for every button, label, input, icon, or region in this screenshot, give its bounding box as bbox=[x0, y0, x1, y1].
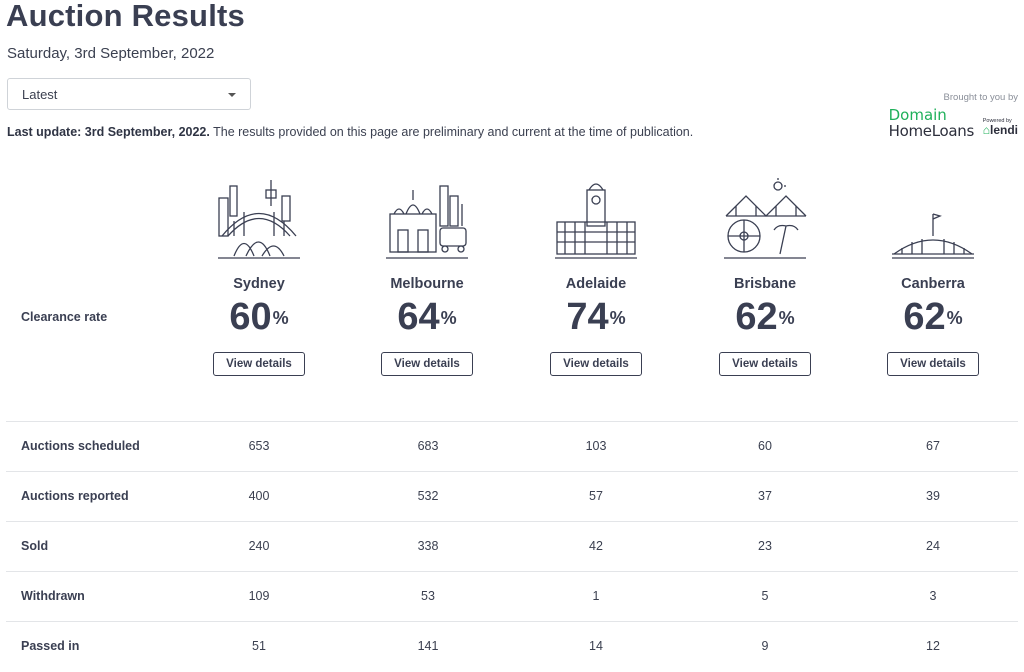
table-row: Auctions reported 400 532 57 37 39 bbox=[6, 471, 1018, 522]
sponsor-block: Brought to you by Domain HomeLoans Power… bbox=[878, 92, 1018, 139]
table-cell: 42 bbox=[589, 539, 603, 553]
table-cell: 53 bbox=[421, 589, 435, 603]
table-cell: 5 bbox=[761, 589, 769, 603]
row-label: Passed in bbox=[21, 639, 80, 653]
logo-homeloans-text: HomeLoans bbox=[888, 122, 975, 140]
lendi-name-text: lendi bbox=[989, 123, 1018, 137]
brought-to-you-by: Brought to you by bbox=[943, 92, 1018, 103]
domain-home-loans-logo[interactable]: Domain HomeLoans bbox=[888, 106, 975, 140]
dropdown-selected-value: Latest bbox=[22, 87, 58, 102]
table-cell: 653 bbox=[248, 439, 270, 453]
view-details-button[interactable]: View details bbox=[550, 352, 642, 376]
clearance-rate-value: 62% bbox=[903, 296, 963, 338]
view-details-button[interactable]: View details bbox=[887, 352, 979, 376]
clearance-rate-value: 60% bbox=[229, 296, 289, 338]
table-cell: 532 bbox=[417, 489, 439, 503]
table-cell: 14 bbox=[589, 639, 603, 653]
table-cell: 109 bbox=[248, 589, 270, 603]
last-update-date: Last update: 3rd September, 2022. bbox=[7, 125, 210, 139]
city-column-melbourne: Melbourne 64% View details bbox=[352, 176, 502, 376]
row-label: Auctions reported bbox=[21, 489, 129, 503]
results-date: Saturday, 3rd September, 2022 bbox=[7, 45, 215, 62]
view-details-button[interactable]: View details bbox=[719, 352, 811, 376]
city-column-adelaide: Adelaide 74% View details bbox=[521, 176, 671, 376]
view-details-button[interactable]: View details bbox=[381, 352, 473, 376]
table-row: Passed in 51 141 14 9 12 bbox=[6, 621, 1018, 672]
lendi-house-icon: ⌂ bbox=[982, 123, 990, 137]
table-cell: 400 bbox=[248, 489, 270, 503]
city-name: Brisbane bbox=[733, 276, 797, 292]
results-period-dropdown[interactable]: Latest bbox=[7, 78, 251, 110]
table-cell: 12 bbox=[926, 639, 940, 653]
table-cell: 60 bbox=[758, 439, 772, 453]
lendi-logo[interactable]: Powered by ⌂lendi bbox=[983, 118, 1018, 136]
chevron-down-icon bbox=[228, 93, 236, 97]
row-label: Withdrawn bbox=[21, 589, 85, 603]
table-cell: 37 bbox=[758, 489, 772, 503]
logo-domain-text: Domain bbox=[888, 106, 947, 124]
adelaide-skyline-icon bbox=[555, 183, 637, 259]
city-name: Melbourne bbox=[390, 276, 464, 292]
city-name: Sydney bbox=[233, 276, 285, 292]
table-cell: 3 bbox=[929, 589, 937, 603]
view-details-button[interactable]: View details bbox=[213, 352, 305, 376]
table-cell: 67 bbox=[926, 439, 940, 453]
table-cell: 9 bbox=[761, 639, 769, 653]
table-row: Auctions scheduled 653 683 103 60 67 bbox=[6, 421, 1018, 472]
table-cell: 39 bbox=[926, 489, 940, 503]
powered-by-text: Powered by bbox=[982, 118, 1012, 124]
table-cell: 338 bbox=[417, 539, 439, 553]
last-update-notice: Last update: 3rd September, 2022. The re… bbox=[7, 125, 693, 139]
clearance-rate-value: 62% bbox=[735, 296, 795, 338]
city-column-canberra: Canberra 62% View details bbox=[858, 176, 1008, 376]
clearance-rate-value: 64% bbox=[397, 296, 457, 338]
table-cell: 1 bbox=[592, 589, 600, 603]
table-cell: 240 bbox=[248, 539, 270, 553]
table-cell: 141 bbox=[417, 639, 439, 653]
canberra-parliament-icon bbox=[892, 213, 974, 259]
brisbane-skyline-icon bbox=[724, 178, 807, 259]
row-label: Sold bbox=[21, 539, 49, 553]
clearance-rate-label: Clearance rate bbox=[21, 310, 108, 324]
city-column-brisbane: Brisbane 62% View details bbox=[690, 176, 840, 376]
table-cell: 24 bbox=[926, 539, 940, 553]
city-name: Canberra bbox=[901, 276, 965, 292]
clearance-rate-value: 74% bbox=[566, 296, 626, 338]
table-cell: 57 bbox=[589, 489, 603, 503]
table-cell: 683 bbox=[417, 439, 439, 453]
sydney-skyline-icon bbox=[218, 180, 300, 259]
table-row: Withdrawn 109 53 1 5 3 bbox=[6, 571, 1018, 622]
page-title: Auction Results bbox=[6, 0, 245, 33]
melbourne-skyline-icon bbox=[386, 185, 468, 259]
city-column-sydney: Sydney 60% View details bbox=[184, 176, 334, 376]
city-name: Adelaide bbox=[565, 276, 627, 292]
update-disclaimer: The results provided on this page are pr… bbox=[209, 125, 694, 139]
table-cell: 51 bbox=[252, 639, 266, 653]
row-label: Auctions scheduled bbox=[21, 439, 140, 453]
table-cell: 103 bbox=[585, 439, 607, 453]
table-row: Sold 240 338 42 23 24 bbox=[6, 521, 1018, 572]
table-cell: 23 bbox=[758, 539, 772, 553]
